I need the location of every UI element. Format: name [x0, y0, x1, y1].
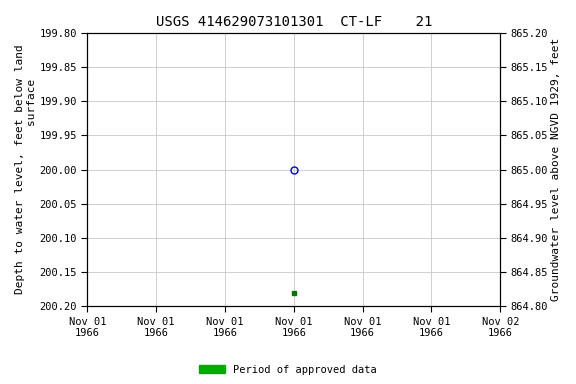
- Legend: Period of approved data: Period of approved data: [195, 361, 381, 379]
- Title: USGS 414629073101301  CT-LF    21: USGS 414629073101301 CT-LF 21: [156, 15, 432, 29]
- Y-axis label: Depth to water level, feet below land
                    surface: Depth to water level, feet below land su…: [15, 45, 37, 295]
- Y-axis label: Groundwater level above NGVD 1929, feet: Groundwater level above NGVD 1929, feet: [551, 38, 561, 301]
